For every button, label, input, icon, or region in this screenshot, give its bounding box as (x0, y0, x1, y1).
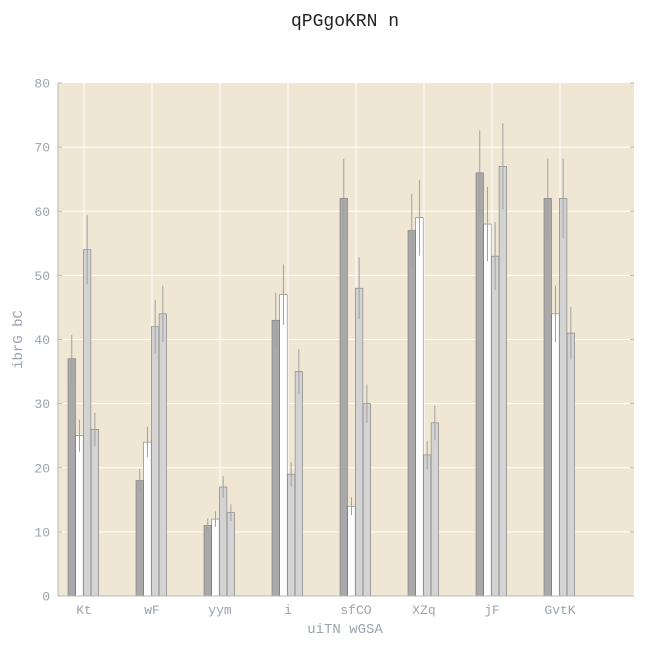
bar (543, 198, 552, 597)
x-tick-label: wF (144, 603, 160, 618)
bar (362, 403, 371, 597)
x-tick-label: i (284, 603, 292, 618)
x-tick-label: GvtK (544, 603, 575, 618)
x-tick-label: yym (208, 603, 232, 618)
x-tick-label: XZq (412, 603, 435, 618)
bar (551, 313, 560, 597)
bar (67, 358, 76, 597)
bar (294, 371, 303, 597)
bar (559, 198, 568, 597)
x-tick-label: sfCO (340, 603, 371, 618)
bar (423, 454, 432, 597)
y-tick-label: 0 (42, 590, 50, 605)
y-tick-label: 30 (34, 397, 50, 412)
bars (67, 166, 575, 597)
bar (135, 480, 144, 597)
bar (226, 512, 235, 597)
x-tick-labels: Kt wF yym i sfCO XZq jF GvtK (76, 603, 576, 618)
x-tick-label: Kt (76, 603, 92, 618)
x-tick-label: jF (484, 603, 500, 618)
bar (430, 422, 439, 597)
bar (151, 326, 160, 597)
chart-title: qPGgoKRN n (291, 12, 399, 32)
bar (279, 294, 288, 597)
bar (271, 319, 280, 597)
bar (347, 505, 356, 597)
y-tick-label: 40 (34, 333, 50, 348)
y-axis-label: ibrG bC (11, 310, 27, 369)
bar (407, 230, 416, 597)
bar (475, 172, 484, 597)
bar (339, 198, 348, 597)
error-bars (71, 123, 572, 533)
bar (355, 287, 364, 597)
y-tick-label: 10 (34, 525, 50, 540)
axes (57, 82, 634, 597)
bar (219, 486, 228, 597)
bar (483, 223, 492, 597)
bar (158, 313, 167, 597)
bar (90, 428, 99, 597)
y-tick-label: 60 (34, 205, 50, 220)
bar (491, 255, 500, 597)
bar (83, 249, 92, 597)
bar (211, 518, 220, 597)
x-axis-label: uiTN wGSA (307, 622, 383, 638)
bar (143, 441, 152, 597)
y-tick-label: 20 (34, 461, 50, 476)
y-tick-labels: 0 10 20 30 40 50 60 70 80 (34, 77, 50, 605)
y-tick-label: 80 (34, 77, 50, 92)
bar (498, 166, 507, 597)
y-tick-label: 70 (34, 141, 50, 156)
bar (203, 525, 212, 597)
bar (415, 217, 424, 597)
bar (566, 332, 575, 597)
y-tick-label: 50 (34, 269, 50, 284)
bar (287, 473, 296, 597)
bar (75, 435, 84, 597)
